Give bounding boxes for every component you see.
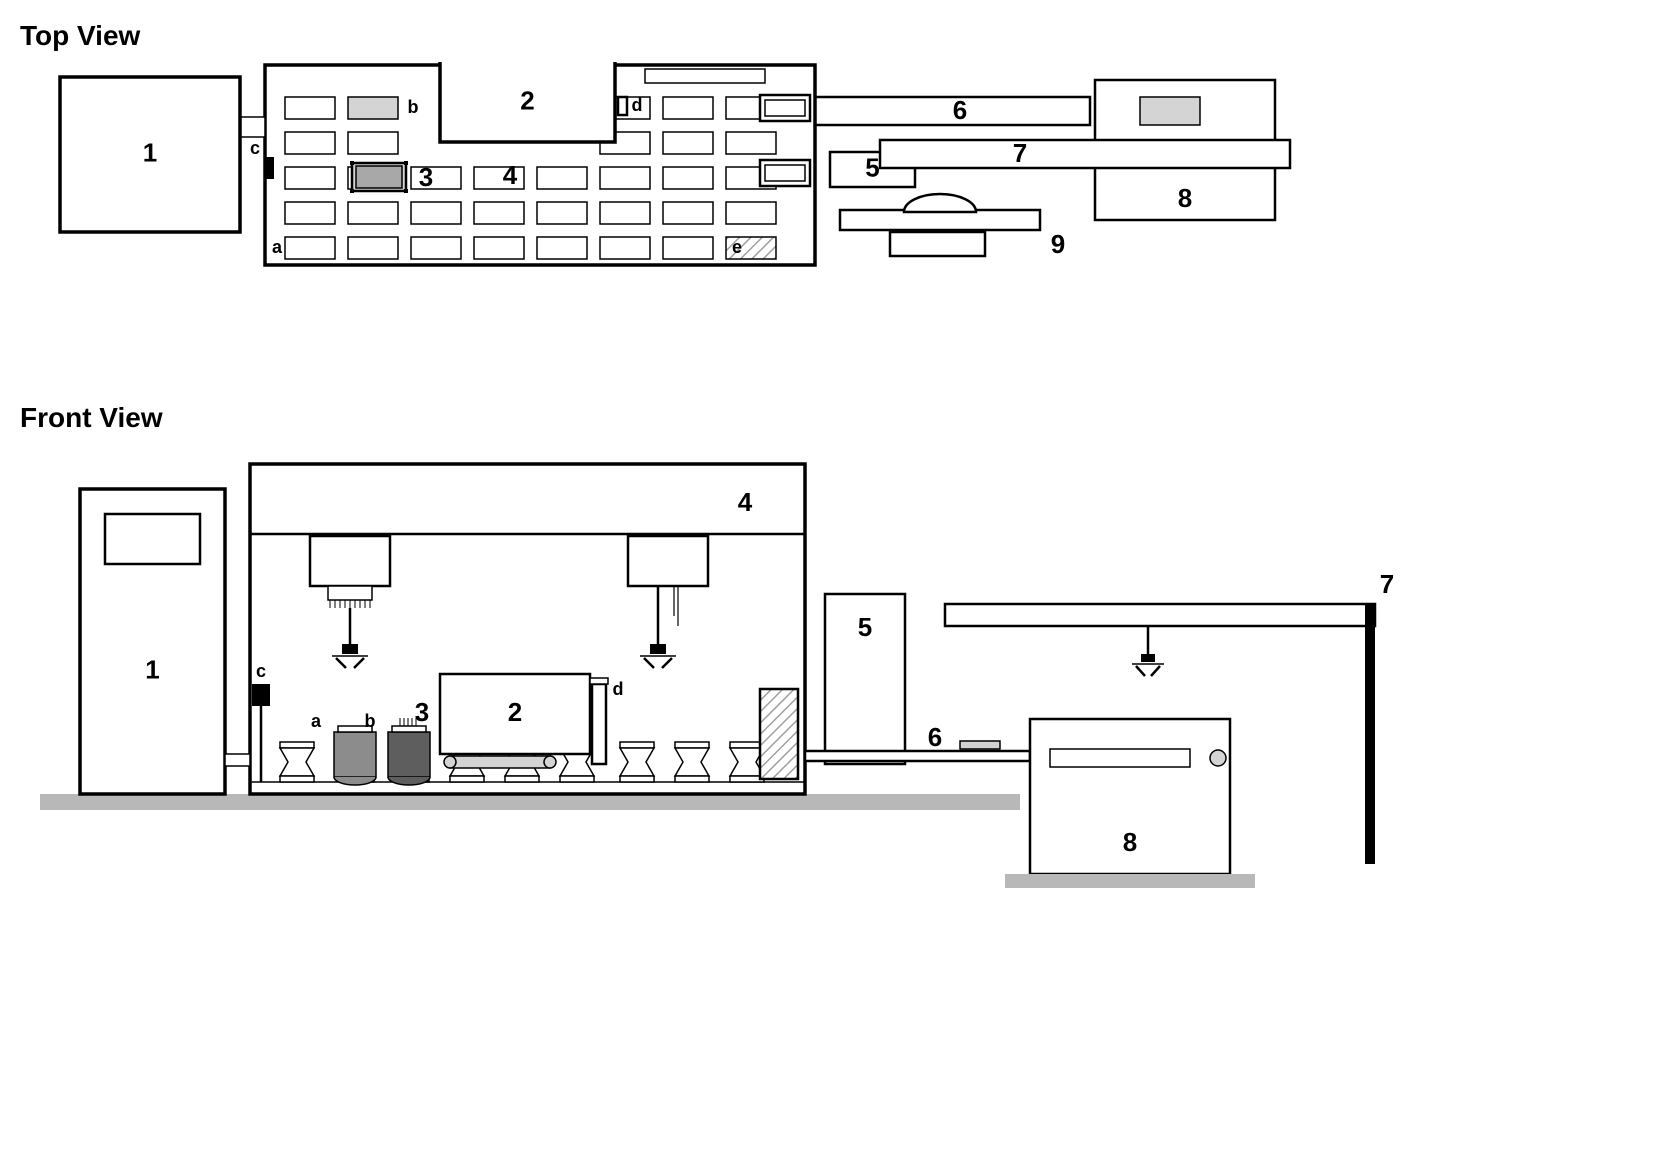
top-label-5: 5 (865, 152, 879, 182)
top-cell (663, 97, 713, 119)
top-cell (285, 97, 335, 119)
top-label-b: b (408, 97, 419, 117)
top-cell (411, 237, 461, 259)
front-label-3: 3 (415, 697, 429, 727)
top-cell (600, 167, 650, 189)
front-floor-8 (1005, 874, 1255, 888)
front-bar-7 (945, 604, 1375, 626)
top-cell (537, 202, 587, 224)
top-bar-6 (775, 97, 1090, 125)
front-tube-a (334, 732, 376, 777)
top-turntable-base (890, 232, 985, 256)
top-view-title: Top View (20, 20, 1634, 52)
front-label-1: 1 (145, 654, 159, 684)
top-cell (726, 202, 776, 224)
top-cell (348, 132, 398, 154)
front-label-b: b (365, 711, 376, 731)
top-label-e: e (732, 237, 742, 257)
top-label-6: 6 (953, 95, 967, 125)
front-label-8: 8 (1123, 827, 1137, 857)
top-cell (537, 237, 587, 259)
top-cell (474, 202, 524, 224)
front-marker-c (252, 684, 270, 706)
top-cell (600, 237, 650, 259)
top-cell (663, 132, 713, 154)
top-label-a: a (272, 237, 283, 257)
top-label-8: 8 (1178, 183, 1192, 213)
top-label-1: 1 (143, 137, 157, 167)
top-bar-7 (880, 140, 1290, 168)
front-column-d (592, 684, 606, 764)
top-cell (474, 237, 524, 259)
front-view-diagram: 1 2 3 4 5 6 7 8 a b c d (20, 444, 1634, 964)
front-label-c: c (256, 661, 266, 681)
front-label-d: d (613, 679, 624, 699)
front-bar-6 (805, 751, 1030, 761)
front-floor-main (40, 794, 1020, 810)
top-cell (348, 97, 398, 119)
front-label-6: 6 (928, 722, 942, 752)
top-label-7: 7 (1013, 138, 1027, 168)
top-marker-c (265, 157, 274, 179)
top-label-9: 9 (1051, 229, 1065, 259)
top-cell (726, 132, 776, 154)
top-cell (600, 202, 650, 224)
top-label-d: d (632, 95, 643, 115)
front-label-5: 5 (858, 612, 872, 642)
top-label-3: 3 (419, 162, 433, 192)
front-tube-b (388, 732, 430, 777)
top-cell (537, 167, 587, 189)
top-label-4: 4 (503, 160, 518, 190)
front-label-4: 4 (738, 487, 753, 517)
top-cell (348, 202, 398, 224)
top-cell (663, 202, 713, 224)
top-label-2: 2 (520, 85, 534, 115)
top-cell (285, 132, 335, 154)
front-label-a: a (311, 711, 322, 731)
front-hatch-e (760, 689, 798, 779)
top-cell (663, 237, 713, 259)
top-cell (285, 237, 335, 259)
front-label-7: 7 (1380, 569, 1394, 599)
top-label-c: c (250, 138, 260, 158)
top-marker-d (618, 97, 627, 115)
top-cell (285, 202, 335, 224)
top-view-diagram: 1 2 3 4 5 6 7 8 9 a b c d e (20, 62, 1634, 362)
top-cell (285, 167, 335, 189)
front-label-2: 2 (508, 697, 522, 727)
top-cell (663, 167, 713, 189)
top-cell (348, 237, 398, 259)
front-view-title: Front View (20, 402, 1634, 434)
top-cell (411, 202, 461, 224)
